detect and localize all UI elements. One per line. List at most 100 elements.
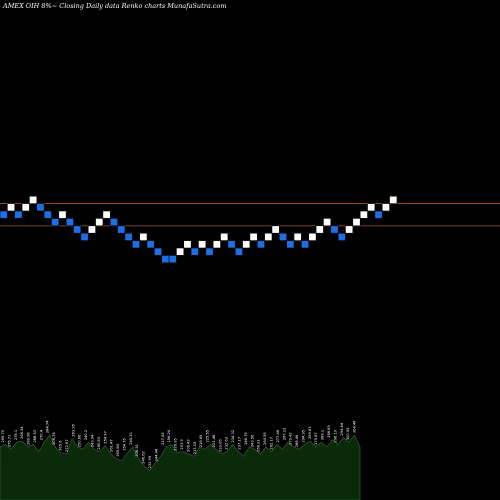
renko-brick — [345, 225, 354, 234]
renko-brick — [227, 240, 236, 249]
volume-label: 222.48 — [212, 434, 216, 447]
volume-label: 232.63 — [225, 437, 229, 450]
renko-brick — [256, 240, 265, 249]
renko-brick — [7, 203, 16, 212]
renko-brick — [65, 218, 74, 227]
renko-brick — [168, 255, 177, 264]
renko-brick — [146, 240, 155, 249]
renko-brick — [315, 225, 324, 234]
renko-brick — [205, 247, 214, 256]
volume-label: 296.19 — [333, 429, 337, 442]
volume-label: 218.65 — [199, 435, 203, 448]
renko-brick — [367, 203, 376, 212]
volume-label: 263.35 — [71, 424, 75, 437]
volume-label: 306.74 — [52, 432, 56, 445]
volume-label: 243.94 — [91, 434, 95, 447]
renko-brick — [190, 247, 199, 256]
renko-brick — [43, 210, 52, 219]
horizontal-lines — [0, 203, 500, 227]
renko-brick — [264, 232, 273, 241]
renko-brick — [14, 210, 23, 219]
volume-label: 196.24 — [167, 429, 171, 442]
volume-label: 305.6 — [59, 440, 63, 451]
volume-label: 279.42 — [289, 432, 293, 445]
volume-label: 254.75 — [122, 438, 126, 451]
renko-brick — [80, 232, 89, 241]
volume-label: 258.31 — [257, 439, 261, 452]
renko-brick — [278, 232, 287, 241]
volume-label: 203.9 — [180, 439, 184, 450]
renko-brick — [183, 240, 192, 249]
renko-brick — [176, 247, 185, 256]
volume-label: 284.74 — [46, 420, 50, 433]
volume-label: 213.15 — [193, 442, 197, 455]
volume-area — [0, 434, 361, 500]
renko-brick — [58, 210, 67, 219]
volume-label: 226.95 — [174, 438, 178, 451]
renko-brick — [220, 232, 229, 241]
volume-label: 262.17 — [270, 437, 274, 450]
volume-label: 289.1 — [321, 430, 325, 440]
renko-brick — [271, 225, 280, 234]
renko-brick — [249, 232, 258, 241]
renko-brick — [301, 240, 310, 249]
volume-label: 294.95 — [301, 430, 305, 443]
volume-label: 300.95 — [346, 428, 350, 441]
renko-brick — [198, 240, 207, 249]
volume-label: 270.4 — [39, 429, 43, 440]
renko-brick — [330, 225, 339, 234]
volume-label: 246.62 — [142, 451, 146, 464]
volume-label: 299.79 — [1, 429, 5, 442]
volume-label: 265.84 — [116, 443, 120, 456]
renko-brick — [21, 203, 30, 212]
volume-label: 276.71 — [7, 435, 11, 448]
renko-brick — [161, 255, 170, 264]
volume-area-path — [0, 434, 361, 500]
volume-label: 289.83 — [308, 426, 312, 439]
volume-label: 225.55 — [206, 430, 210, 443]
volume-label: 294.84 — [340, 422, 344, 435]
volume-label: 288.53 — [33, 430, 37, 443]
renko-brick — [0, 210, 8, 219]
renko-brick — [374, 210, 383, 219]
renko-brick — [154, 247, 163, 256]
volume-label: 275.87 — [314, 432, 318, 445]
volume-label: 272.67 — [65, 439, 69, 452]
renko-brick — [95, 218, 104, 227]
volume-label: 278.1 — [14, 430, 18, 440]
renko-brick — [36, 203, 45, 212]
volume-label: 234.32 — [231, 430, 235, 443]
volume-label: 289.98 — [27, 432, 31, 445]
volume-label: 288.46 — [295, 434, 299, 447]
renko-brick — [102, 210, 111, 219]
renko-brick — [286, 240, 295, 249]
volume-label: 277.46 — [276, 429, 280, 442]
renko-brick — [212, 240, 221, 249]
renko-brick — [352, 218, 361, 227]
renko-brick — [109, 218, 118, 227]
renko-brick — [132, 240, 141, 249]
volume-label: 237.17 — [238, 437, 242, 450]
volume-label: 244.44 — [154, 448, 158, 461]
renko-brick — [359, 210, 368, 219]
volume-label: 240.2 — [84, 430, 88, 440]
volume-label: 267.22 — [282, 428, 286, 441]
renko-brick — [117, 225, 126, 234]
volume-label: 250.66 — [78, 434, 82, 447]
volume-labels: 299.79 276.71 278.1 268.34 289.98 288.53 270.4… — [1, 420, 357, 469]
renko-brick — [51, 218, 60, 227]
volume-label: 206.43 — [186, 439, 190, 452]
renko-brick — [124, 232, 133, 241]
renko-brick — [234, 247, 243, 256]
volume-label: 243.56 — [250, 434, 254, 447]
renko-brick — [323, 218, 332, 227]
volume-label: 248.79 — [244, 432, 248, 445]
chart-title: AMEX OIH 8%~ Closing Daily data Renko ch… — [2, 2, 226, 10]
renko-brick — [87, 225, 96, 234]
volume-label: 217.45 — [161, 432, 165, 445]
renko-brick — [337, 232, 346, 241]
volume-label: 264.55 — [263, 432, 267, 445]
renko-brick — [389, 195, 398, 204]
renko-brick — [29, 195, 38, 204]
